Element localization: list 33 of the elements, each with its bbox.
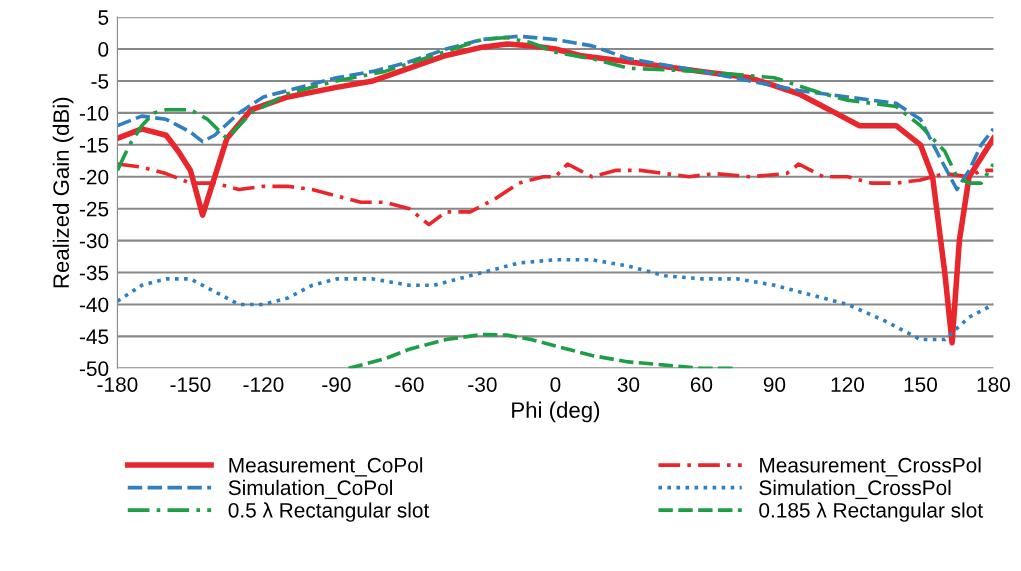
y-tick-label: -25 — [79, 201, 109, 217]
y-tick-label: -50 — [79, 361, 109, 377]
x-tick-label: 30 — [617, 377, 640, 392]
y-tick-label: -35 — [79, 265, 109, 281]
y-tick-label: -5 — [91, 74, 109, 89]
y-tick-label: -45 — [79, 329, 109, 345]
x-tick-label: -150 — [170, 377, 211, 392]
x-tick-label: -30 — [468, 377, 497, 392]
x-tick-label: -180 — [97, 377, 138, 392]
x-tick-label: 150 — [904, 377, 937, 392]
legend-label: Simulation_CoPol — [228, 479, 392, 500]
x-tick-label: 180 — [977, 377, 1010, 392]
legend-label: 0.185 λ Rectangular slot — [759, 502, 983, 522]
x-tick-label: -60 — [395, 377, 424, 392]
x-tick-label: -90 — [322, 377, 351, 392]
y-tick-label: 0 — [98, 42, 109, 57]
y-tick-label: -15 — [79, 138, 109, 153]
x-tick-label: 60 — [690, 377, 713, 392]
y-tick-label: -10 — [79, 105, 109, 121]
legend-label: Simulation_CrossPol — [759, 479, 951, 500]
x-axis-title: Phi (deg) — [512, 401, 600, 423]
legend-label: 0.5 λ Rectangular slot — [228, 502, 430, 522]
x-tick-label: 90 — [763, 377, 786, 392]
x-tick-label: 0 — [550, 377, 561, 392]
x-tick-label: 120 — [831, 377, 864, 392]
legend-label: Measurement_CoPol — [229, 457, 423, 477]
y-tick-label: 5 — [98, 10, 109, 25]
y-tick-label: -30 — [79, 233, 109, 249]
y-tick-label: -40 — [79, 297, 109, 313]
y-tick-label: -20 — [79, 169, 109, 185]
legend-label: Measurement_CrossPol — [760, 457, 981, 477]
x-tick-label: -120 — [243, 377, 284, 392]
y-axis-title: Realized Gain (dBi) — [52, 97, 74, 288]
